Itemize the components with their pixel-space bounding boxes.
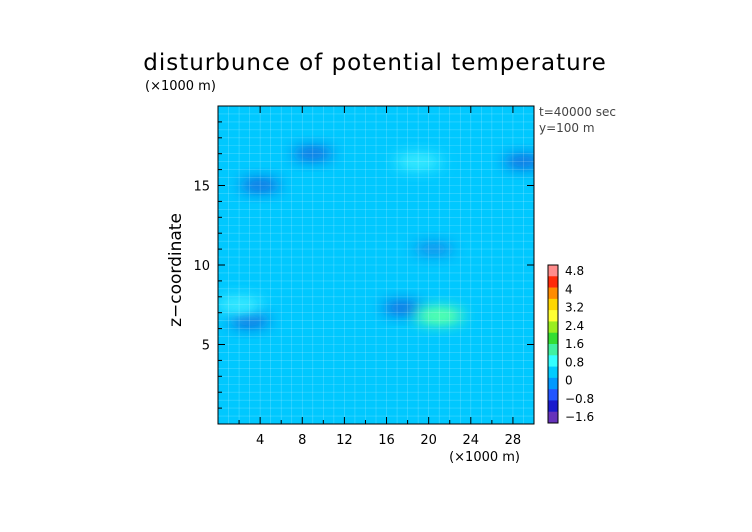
field-feature bbox=[411, 240, 456, 259]
colorbar-label: 2.4 bbox=[565, 319, 584, 333]
colorbar-label: 1.6 bbox=[565, 337, 584, 351]
colorbar-label: 3.2 bbox=[565, 301, 584, 315]
x-tick-label: 16 bbox=[378, 433, 395, 448]
x-tick-label: 12 bbox=[336, 433, 353, 448]
colorbar-segment bbox=[548, 298, 558, 311]
colorbar-segment bbox=[548, 287, 558, 300]
y-axis-label: z−coordinate bbox=[166, 213, 186, 327]
chart-title: disturbunce of potential temperature bbox=[143, 50, 607, 76]
field-feature bbox=[392, 151, 445, 172]
grid-lines bbox=[218, 106, 534, 424]
field-feature bbox=[380, 298, 425, 317]
x-tick-label: 28 bbox=[505, 433, 522, 448]
y-tick-label: 15 bbox=[193, 180, 210, 195]
heatmap-field bbox=[218, 106, 534, 424]
time-annotation: t=40000 sec bbox=[539, 105, 616, 119]
field-feature bbox=[413, 305, 466, 326]
colorbar-label: 0 bbox=[565, 374, 573, 388]
x-tick-label: 20 bbox=[420, 433, 437, 448]
field-feature bbox=[218, 294, 266, 315]
colorbar-segment bbox=[548, 321, 558, 334]
colorbar-label: −0.8 bbox=[565, 392, 594, 406]
y-position-annotation: y=100 m bbox=[539, 121, 595, 135]
field-feature bbox=[290, 144, 335, 163]
colorbar-segment bbox=[548, 276, 558, 288]
x-unit-label: (×1000 m) bbox=[449, 450, 520, 465]
colorbar-segment bbox=[548, 411, 558, 424]
colorbar-segment bbox=[548, 344, 558, 356]
y-scale-unit-label: (×1000 m) bbox=[145, 79, 216, 94]
colorbar-segment bbox=[548, 400, 558, 413]
colorbar-legend: 4.8 4 3.2 2.4 1.6 0.8 0 −0.8 −1.6 bbox=[547, 264, 594, 424]
x-tick-label: 8 bbox=[298, 433, 306, 448]
colorbar-segment bbox=[548, 389, 558, 401]
colorbar-label: 0.8 bbox=[565, 355, 584, 369]
colorbar-label: 4 bbox=[565, 282, 573, 296]
colorbar-segment bbox=[548, 332, 558, 345]
x-tick-label: 24 bbox=[463, 433, 480, 448]
colorbar-segment bbox=[548, 366, 558, 379]
y-tick-label: 5 bbox=[202, 339, 210, 354]
x-axis: 4 8 12 16 20 24 28 bbox=[238, 106, 522, 448]
colorbar-segment bbox=[548, 377, 558, 390]
y-axis: 5 10 15 bbox=[193, 121, 534, 409]
colorbar-segment bbox=[548, 355, 558, 367]
colorbar-segment bbox=[548, 310, 558, 322]
colorbar-segment bbox=[548, 265, 558, 277]
colorbar-label: 4.8 bbox=[565, 264, 584, 278]
field-background bbox=[218, 106, 534, 424]
colorbar-frame bbox=[547, 264, 559, 424]
field-feature bbox=[227, 311, 272, 330]
field-feature bbox=[501, 152, 534, 171]
colorbar-label: −1.6 bbox=[565, 410, 594, 424]
y-tick-label: 10 bbox=[193, 259, 210, 274]
x-tick-label: 4 bbox=[256, 433, 264, 448]
field-feature bbox=[238, 176, 283, 195]
